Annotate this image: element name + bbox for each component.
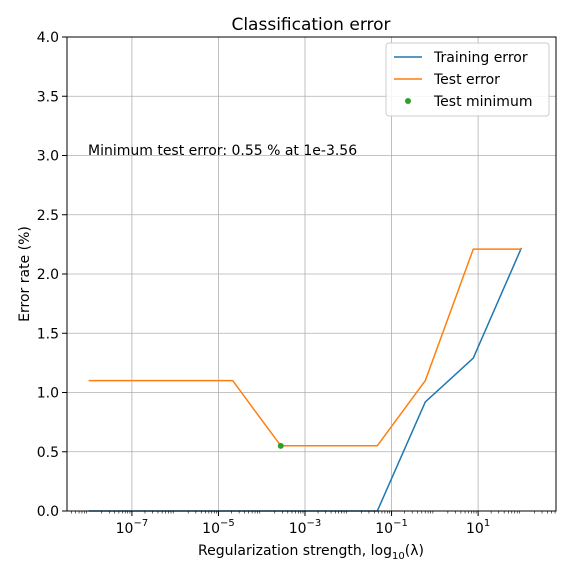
chart-title: Classification error <box>231 15 390 35</box>
x-tick-label: 10−1 <box>375 518 408 537</box>
y-tick-label: 1.5 <box>37 326 59 342</box>
x-axis-label: Regularization strength, log10(λ) <box>198 543 424 562</box>
y-tick-label: 3.5 <box>37 89 59 105</box>
x-tick-label: 101 <box>466 518 490 537</box>
x-axis: 10−7 10−5 10−3 10−1 101 <box>71 511 556 537</box>
legend: Training error Test error Test minimum <box>385 42 550 117</box>
y-tick-label: 3.0 <box>37 149 59 165</box>
x-tick-label: 10−3 <box>289 518 322 537</box>
x-axis-label-prefix: Regularization strength, log <box>198 543 392 559</box>
min-error-annotation: Minimum test error: 0.55 % at 1e-3.56 <box>88 143 357 159</box>
x-tick-label: 10−7 <box>116 518 149 537</box>
marker-layer <box>277 442 284 449</box>
x-axis-label-subscript: 10 <box>392 551 405 562</box>
y-axis: 0.0 0.5 1.0 1.5 2.0 2.5 3.0 3.5 4.0 <box>37 30 67 520</box>
y-tick-label: 0.5 <box>37 445 59 461</box>
x-tick-label: 10−5 <box>202 518 235 537</box>
test-error-line <box>88 248 522 447</box>
y-tick-label: 0.0 <box>37 504 59 520</box>
legend-box <box>385 42 550 117</box>
legend-label-test-minimum: Test minimum <box>433 94 532 110</box>
y-tick-label: 4.0 <box>37 30 59 46</box>
y-tick-label: 2.0 <box>37 267 59 283</box>
x-axis-label-suffix: (λ) <box>405 543 424 559</box>
legend-label-training: Training error <box>433 50 528 66</box>
legend-swatch-test-minimum <box>405 98 411 104</box>
y-axis-label: Error rate (%) <box>17 226 33 322</box>
legend-label-test: Test error <box>433 72 500 88</box>
y-tick-label: 1.0 <box>37 386 59 402</box>
y-tick-label: 2.5 <box>37 208 59 224</box>
test-minimum-point <box>277 442 284 449</box>
